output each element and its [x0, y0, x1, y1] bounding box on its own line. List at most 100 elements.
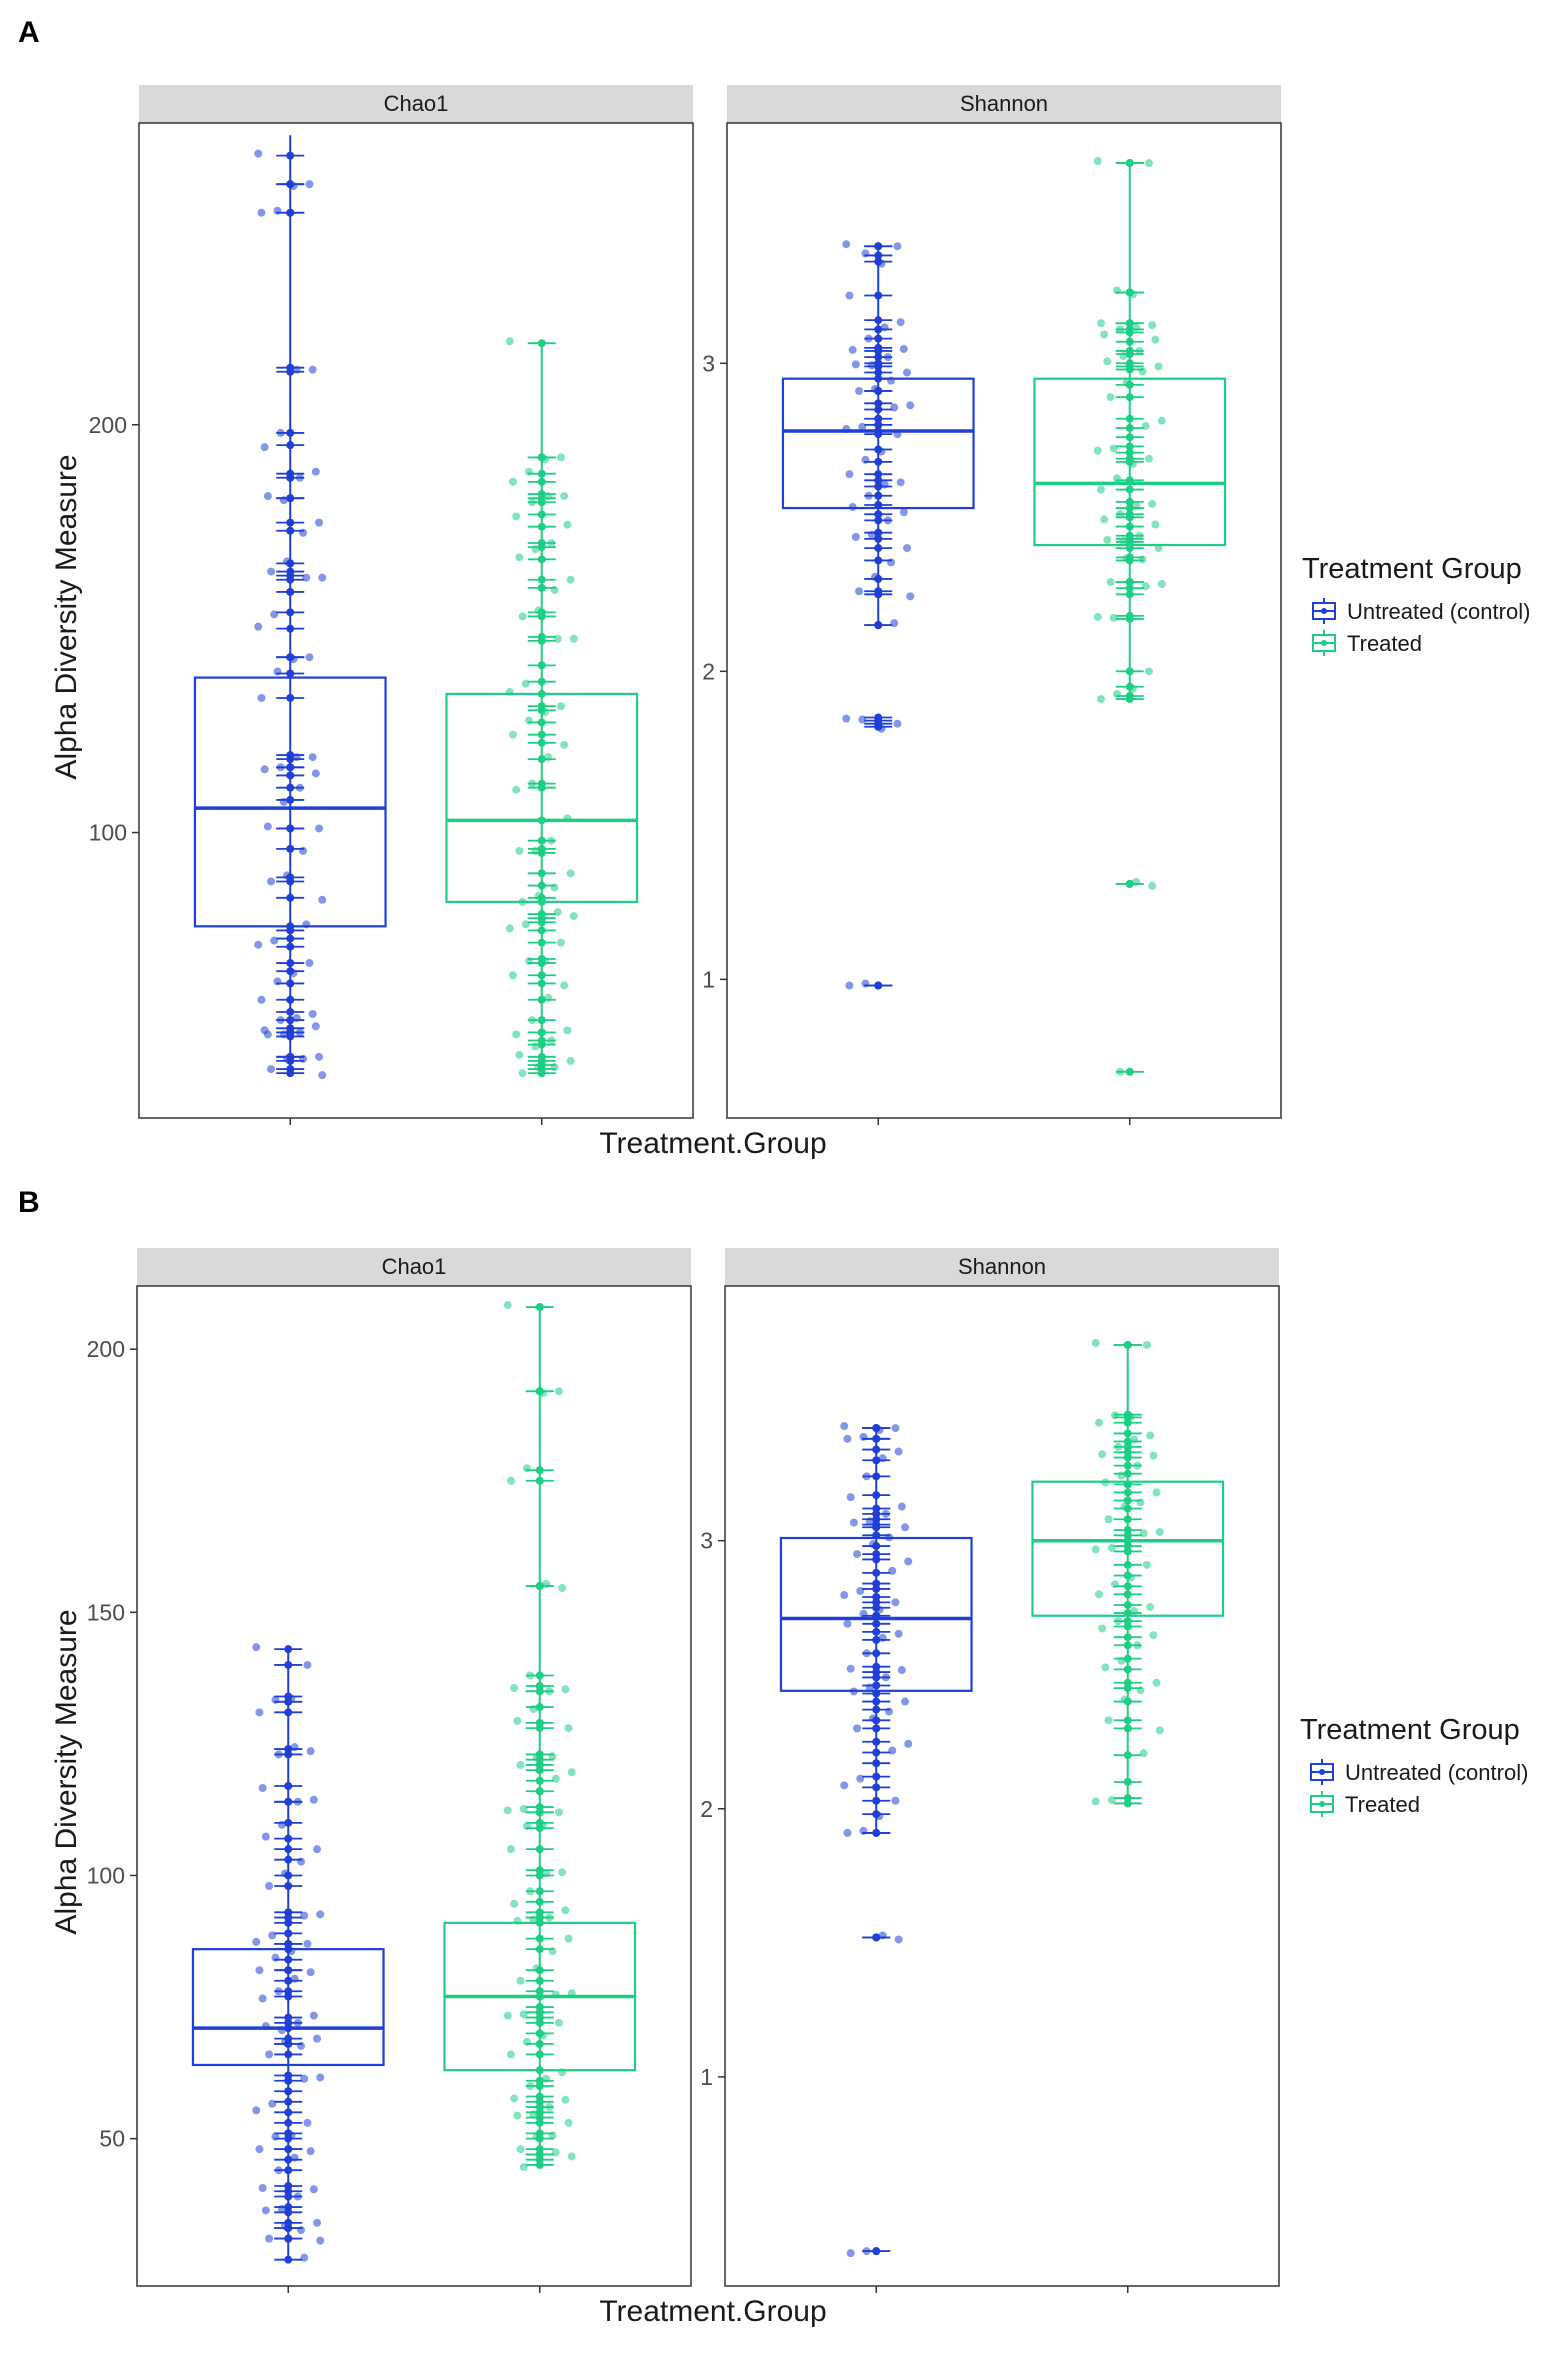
- data-point: [1125, 504, 1134, 513]
- jitter-point: [510, 1899, 519, 1908]
- jitter-point: [542, 1869, 551, 1878]
- jitter-point: [566, 575, 575, 584]
- jitter-point: [300, 2253, 309, 2262]
- jitter-point: [548, 1752, 557, 1761]
- data-point: [535, 1476, 544, 1485]
- data-point: [537, 755, 546, 764]
- jitter-point: [258, 1994, 267, 2003]
- jitter-point: [1157, 579, 1166, 588]
- jitter-point: [545, 1913, 554, 1922]
- data-point: [537, 1069, 546, 1078]
- data-point: [535, 1945, 544, 1954]
- jitter-point: [554, 1387, 563, 1396]
- data-point: [1125, 476, 1134, 485]
- jitter-point: [316, 2236, 325, 2245]
- jitter-point: [1109, 444, 1118, 453]
- data-point: [1125, 442, 1134, 451]
- legend-a: Treatment Group Untreated (control) Trea…: [1302, 553, 1530, 656]
- jitter-point: [512, 785, 521, 794]
- data-point: [286, 473, 295, 482]
- data-point: [284, 2155, 293, 2164]
- data-point: [874, 534, 883, 543]
- jitter-point: [890, 403, 899, 412]
- jitter-point: [318, 1071, 327, 1080]
- jitter-point: [864, 334, 873, 343]
- jitter-point: [309, 2185, 318, 2194]
- data-point: [874, 510, 883, 519]
- jitter-point: [313, 1845, 322, 1854]
- jitter-point: [535, 1787, 544, 1796]
- legend-key-control: [1310, 1759, 1334, 1785]
- jitter-point: [874, 414, 883, 423]
- data-point: [872, 1705, 881, 1714]
- jitter-point: [551, 2148, 560, 2157]
- data-point: [874, 516, 883, 525]
- jitter-point: [1138, 367, 1147, 376]
- data-point: [537, 612, 546, 621]
- data-point: [537, 498, 546, 507]
- data-point: [286, 844, 295, 853]
- jitter-point: [519, 2010, 528, 2019]
- jitter-point: [1148, 321, 1157, 330]
- jitter-point: [861, 455, 870, 464]
- jitter-point: [846, 2249, 855, 2258]
- jitter-point: [303, 1939, 312, 1948]
- data-point: [284, 2134, 293, 2143]
- y-tick-label: 3: [700, 1528, 713, 1554]
- jitter-point: [564, 1934, 573, 1943]
- jitter-point: [1122, 554, 1131, 563]
- data-point: [535, 1976, 544, 1985]
- jitter-point: [855, 587, 864, 596]
- jitter-point: [532, 1964, 541, 1973]
- data-point: [874, 405, 883, 414]
- data-point: [535, 1824, 544, 1833]
- data-point: [1123, 1515, 1132, 1524]
- jitter-point: [840, 1422, 849, 1431]
- jitter-point: [273, 667, 282, 676]
- jitter-point: [308, 1009, 317, 1018]
- jitter-point: [529, 1705, 538, 1714]
- data-point: [874, 325, 883, 334]
- y-tick-label: 3: [702, 350, 715, 376]
- data-point: [284, 1750, 293, 1759]
- jitter-point: [277, 2026, 286, 2035]
- data-point: [874, 316, 883, 325]
- jitter-point: [529, 2110, 538, 2119]
- data-point: [537, 836, 546, 845]
- jitter-point: [566, 1056, 575, 1065]
- jitter-point: [309, 1795, 318, 1804]
- jitter-point: [878, 1454, 887, 1463]
- data-point: [874, 500, 883, 509]
- jitter-point: [1133, 1461, 1142, 1470]
- jitter-point: [858, 715, 867, 724]
- legend-label-treated: Treated: [1347, 631, 1422, 656]
- jitter-point: [305, 653, 314, 662]
- jitter-point: [877, 724, 886, 733]
- jitter-point: [846, 1493, 855, 1502]
- legend-key-control: [1312, 598, 1336, 624]
- data-point: [284, 1660, 293, 1669]
- data-point: [537, 783, 546, 792]
- jitter-point: [551, 1990, 560, 1999]
- jitter-point: [518, 1069, 527, 1078]
- data-point: [874, 476, 883, 485]
- jitter-point: [862, 2247, 871, 2256]
- jitter-point: [508, 730, 517, 739]
- data-point: [286, 783, 295, 792]
- data-point: [535, 2066, 544, 2075]
- jitter-point: [906, 401, 915, 410]
- jitter-point: [893, 719, 902, 728]
- data-point: [535, 1582, 544, 1590]
- jitter-point: [271, 1953, 280, 1962]
- data-point: [537, 339, 546, 348]
- jitter-point: [544, 492, 553, 501]
- data-point: [874, 470, 883, 479]
- legend-title: Treatment Group: [1302, 553, 1522, 585]
- data-point: [874, 362, 883, 371]
- jitter-point: [1130, 1435, 1139, 1444]
- data-point: [537, 938, 546, 947]
- jitter-point: [305, 959, 314, 968]
- data-point: [874, 251, 883, 260]
- data-point: [537, 959, 546, 968]
